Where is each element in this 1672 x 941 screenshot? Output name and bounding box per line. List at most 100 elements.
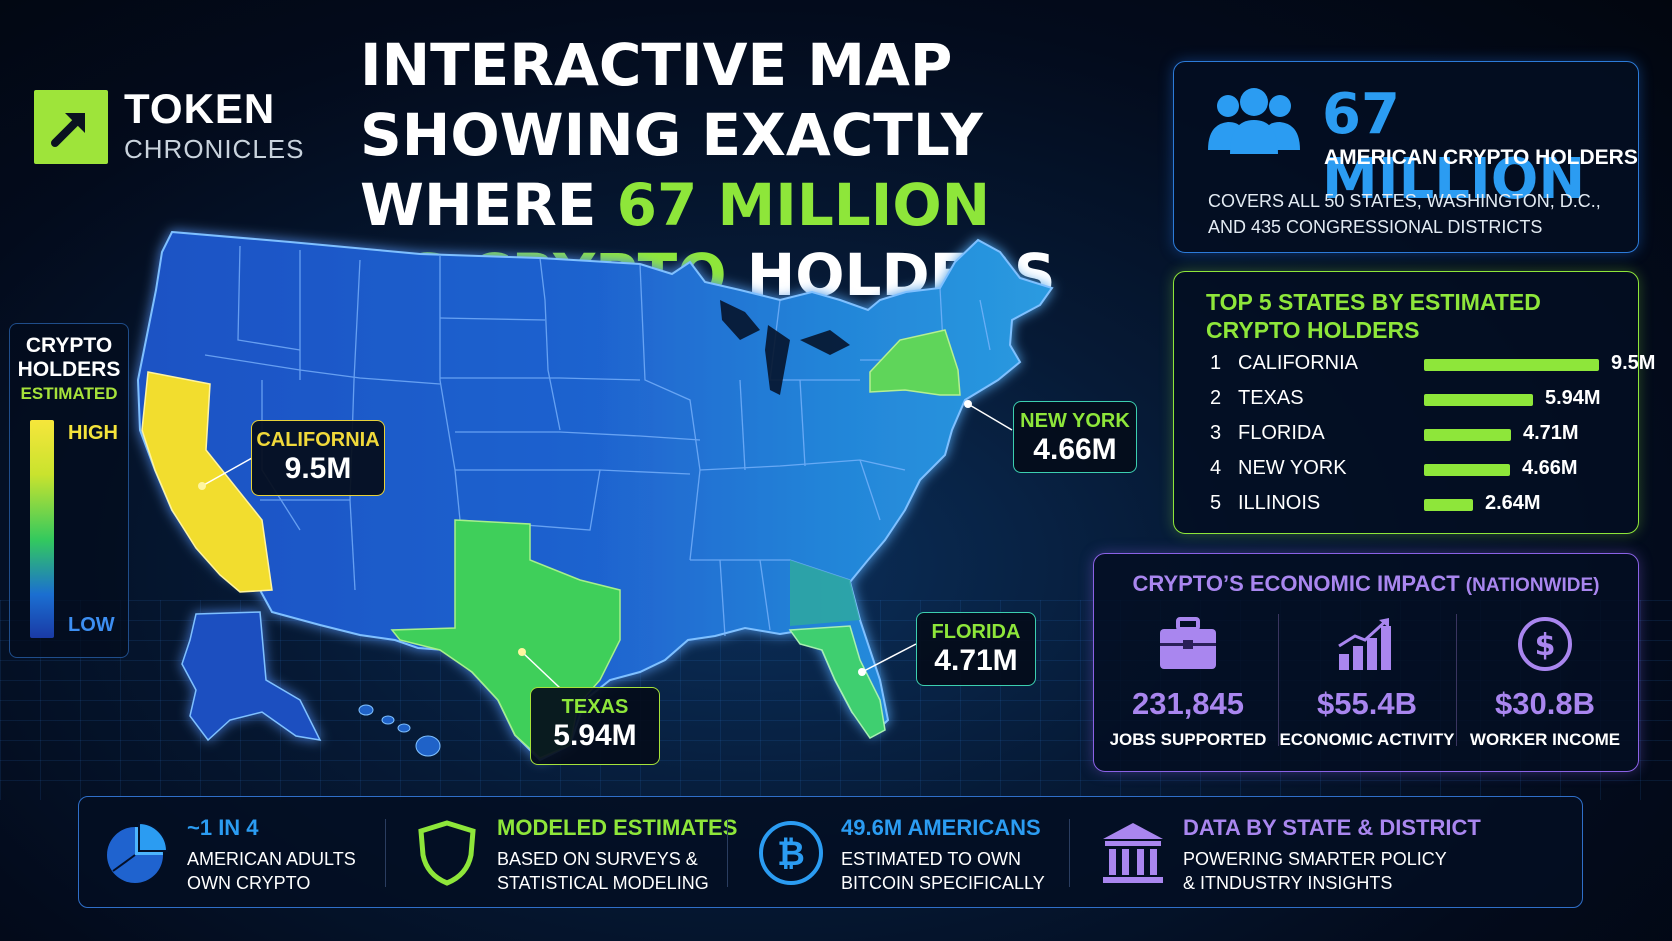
callout-texas[interactable]: TEXAS 5.94M <box>530 687 660 765</box>
state-hawaii <box>358 704 441 757</box>
top-state-name: CALIFORNIA <box>1238 352 1359 374</box>
legend-color-scale <box>30 420 54 638</box>
econ-item-activity: $55.4B ECONOMIC ACTIVITY <box>1279 614 1455 754</box>
top-state-row: 2 TEXAS 5.94M <box>1210 383 1630 413</box>
fact-granularity-desc-line1: POWERING SMARTER POLICY <box>1183 849 1447 869</box>
svg-text:$: $ <box>1535 628 1556 663</box>
econ-item-jobs: 231,845 JOBS SUPPORTED <box>1100 614 1276 754</box>
top-state-name: ILLINOIS <box>1238 492 1321 514</box>
fact-bitcoin-desc: ESTIMATED TO OWN BITCOIN SPECIFICALLY <box>841 847 1045 895</box>
briefcase-icon <box>1160 617 1216 669</box>
fact-granularity-title: DATA BY STATE & DISTRICT <box>1183 815 1481 840</box>
coverage-description: COVERS ALL 50 STATES, WASHINGTON, D.C., … <box>1208 188 1628 240</box>
fact-bitcoin: ₿ 49.6M AMERICANS ESTIMATED TO OWN BITCOI… <box>733 797 1063 907</box>
legend-title-line2: HOLDERS <box>17 358 121 381</box>
callout-florida[interactable]: FLORIDA 4.71M <box>916 612 1036 686</box>
fact-methodology: MODELED ESTIMATES BASED ON SURVEYS & STAT… <box>389 797 737 907</box>
econ-divider <box>1456 614 1457 746</box>
state-new-york[interactable] <box>869 329 961 396</box>
econ-jobs-label: JOBS SUPPORTED <box>1109 730 1267 749</box>
dollar-coin-icon: $ <box>1518 617 1572 671</box>
top-state-name: TEXAS <box>1238 387 1304 409</box>
state-california[interactable] <box>141 371 273 593</box>
legend-low-label: LOW <box>68 614 115 636</box>
shield-icon <box>418 820 476 886</box>
top-state-rank: 4 <box>1210 457 1222 479</box>
top-state-bar <box>1424 429 1511 441</box>
callout-california-value: 9.5M <box>284 452 352 485</box>
callout-texas-name: TEXAS <box>561 696 629 718</box>
coverage-line2: AND 435 CONGRESSIONAL DISTRICTS <box>1208 217 1543 237</box>
top-state-bar <box>1424 464 1510 476</box>
growth-chart-icon <box>1338 618 1391 670</box>
fact-methodology-desc-line1: BASED ON SURVEYS & <box>497 849 698 869</box>
top-state-value: 4.66M <box>1522 457 1578 479</box>
callout-florida-value: 4.71M <box>934 644 1018 677</box>
brand-name: TOKEN <box>124 85 276 132</box>
top-state-rank: 3 <box>1210 422 1222 444</box>
fact-adoption-rate: ~1 IN 4 AMERICAN ADULTS OWN CRYPTO <box>79 797 379 907</box>
econ-jobs-value: 231,845 <box>1131 686 1245 721</box>
top-state-rank: 2 <box>1210 387 1222 409</box>
state-georgia <box>790 560 860 626</box>
coverage-line1: COVERS ALL 50 STATES, WASHINGTON, D.C., <box>1208 191 1601 211</box>
callout-california[interactable]: CALIFORNIA 9.5M <box>251 420 385 496</box>
fact-adoption-desc-line1: AMERICAN ADULTS <box>187 849 356 869</box>
callout-texas-value: 5.94M <box>553 719 637 752</box>
bottom-facts-bar: ~1 IN 4 AMERICAN ADULTS OWN CRYPTO MODELE… <box>78 796 1583 908</box>
callout-new-york-value: 4.66M <box>1033 433 1117 466</box>
fact-adoption-desc-line2: OWN CRYPTO <box>187 873 311 893</box>
fact-granularity-desc-line2: & ITNDUSTRY INSIGHTS <box>1183 873 1393 893</box>
top-states-heading: TOP 5 STATES BY ESTIMATED CRYPTO HOLDERS <box>1206 288 1626 344</box>
fact-bitcoin-desc-line2: BITCOIN SPECIFICALLY <box>841 873 1045 893</box>
state-florida[interactable] <box>788 625 886 739</box>
fact-methodology-title: MODELED ESTIMATES <box>497 815 738 840</box>
total-holders-label: AMERICAN CRYPTO HOLDERS <box>1324 146 1638 169</box>
fact-methodology-desc: BASED ON SURVEYS & STATISTICAL MODELING <box>497 847 709 895</box>
top-state-value: 9.5M <box>1611 352 1656 374</box>
top-state-row: 3 FLORIDA 4.71M <box>1210 418 1630 448</box>
callout-connectors <box>201 403 1013 689</box>
brand-logo: TOKEN CHRONICLES <box>34 88 304 165</box>
top-state-bar <box>1424 499 1473 511</box>
map-legend: CRYPTO HOLDERS ESTIMATED HIGH LOW <box>9 323 129 658</box>
economic-heading-text: CRYPTO’S ECONOMIC IMPACT <box>1132 571 1460 596</box>
title-part1: INTERACTIVE MAP SHOWING EXACTLY WHERE <box>360 31 983 239</box>
economic-heading-scope: (NATIONWIDE) <box>1465 575 1600 596</box>
economic-heading: CRYPTO’S ECONOMIC IMPACT (NATIONWIDE) <box>1094 571 1638 597</box>
fact-divider <box>727 819 728 887</box>
callout-dots <box>198 400 972 676</box>
top-state-row: 5 ILLINOIS 2.64M <box>1210 488 1630 518</box>
state-alaska <box>181 611 322 742</box>
brand-subname: CHRONICLES <box>124 134 305 164</box>
top-state-row: 1 CALIFORNIA 9.5M <box>1210 348 1655 378</box>
fact-adoption-desc: AMERICAN ADULTS OWN CRYPTO <box>187 847 356 895</box>
callout-new-york[interactable]: NEW YORK 4.66M <box>1013 401 1137 473</box>
top-state-rank: 5 <box>1210 492 1222 514</box>
top-state-bar <box>1424 394 1533 406</box>
legend-high-label: HIGH <box>68 422 118 444</box>
economic-impact-panel: CRYPTO’S ECONOMIC IMPACT (NATIONWIDE) 23… <box>1093 553 1639 772</box>
bitcoin-icon: ₿ <box>759 821 823 885</box>
econ-divider <box>1278 614 1279 746</box>
fact-divider <box>1069 819 1070 887</box>
top-state-name: NEW YORK <box>1238 457 1347 479</box>
total-holders-panel: 67 MILLION AMERICAN CRYPTO HOLDERS COVER… <box>1173 61 1639 253</box>
top-states-heading-line2: CRYPTO HOLDERS <box>1206 317 1420 343</box>
econ-activity-value: $55.4B <box>1317 686 1417 721</box>
top-state-rank: 1 <box>1210 352 1222 374</box>
fact-bitcoin-title: 49.6M AMERICANS <box>841 815 1041 840</box>
svg-text:₿: ₿ <box>777 834 805 874</box>
fact-adoption-title: ~1 IN 4 <box>187 815 259 840</box>
fact-methodology-desc-line2: STATISTICAL MODELING <box>497 873 709 893</box>
arrow-up-right-icon <box>34 89 108 164</box>
fact-bitcoin-desc-line1: ESTIMATED TO OWN <box>841 849 1022 869</box>
top-state-value: 4.71M <box>1523 422 1579 444</box>
econ-item-income: $ $30.8B WORKER INCOME <box>1457 614 1633 754</box>
top-state-name: FLORIDA <box>1238 422 1325 444</box>
fact-granularity: DATA BY STATE & DISTRICT POWERING SMARTE… <box>1075 797 1575 907</box>
great-lakes <box>720 300 850 395</box>
title-highlight-count: 67 MILLION <box>616 171 991 239</box>
top-states-heading-line1: TOP 5 STATES BY ESTIMATED <box>1206 289 1541 315</box>
